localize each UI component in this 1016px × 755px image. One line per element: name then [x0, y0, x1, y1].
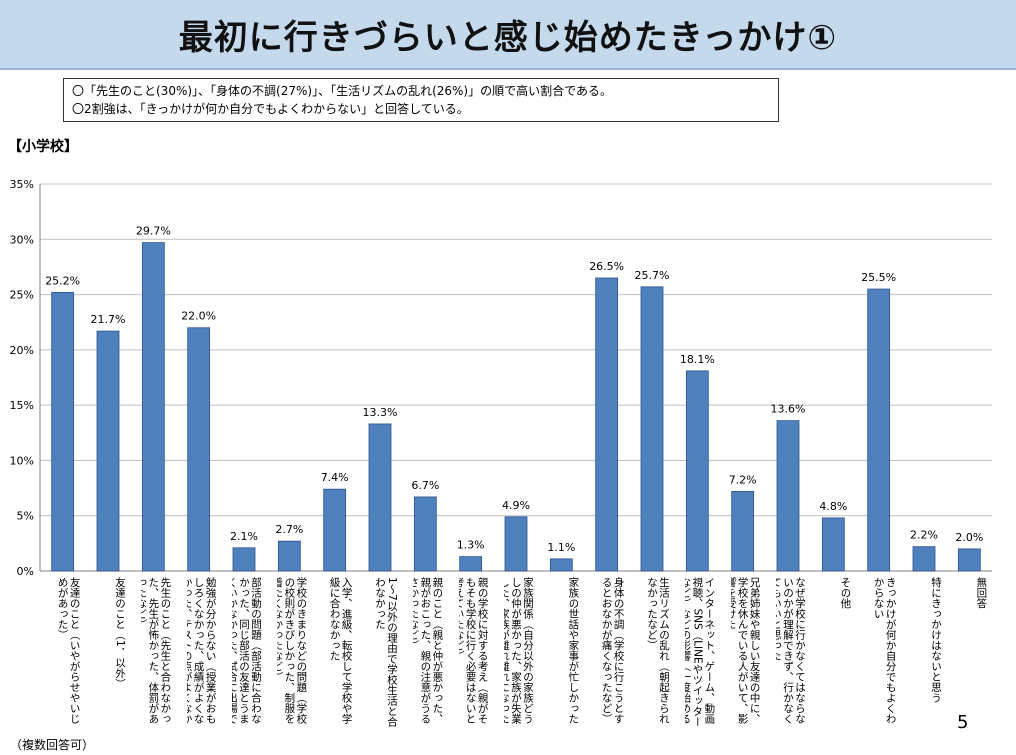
page-title: 最初に行きづらいと感じ始めたきっかけ①: [178, 18, 838, 58]
bar: [187, 327, 211, 572]
bar: [51, 291, 75, 572]
bar: [549, 558, 573, 572]
bar: [776, 420, 800, 572]
summary-line-1: 〇「先生のこと(30%)」、「身体の不調(27%)」、「生活リズムの乱れ(26%…: [72, 84, 612, 98]
summary-line-2: 〇2割強は、「きっかけが何か自分でもよくわからない」と回答している。: [72, 102, 469, 116]
y-tick-label: 15%: [10, 399, 34, 412]
data-label: 25.5%: [861, 271, 896, 284]
x-tick-label: 無回答: [975, 577, 988, 609]
bar: [595, 277, 619, 572]
summary-box: 〇「先生のこと(30%)」、「身体の不調(27%)」、「生活リズムの乱れ(26%…: [63, 78, 779, 122]
x-tick-label: きっかけが何か自分でもよくわからない: [872, 577, 897, 724]
data-label: 21.7%: [91, 313, 126, 326]
bar: [685, 370, 709, 572]
bar: [957, 548, 981, 572]
y-tick-label: 35%: [10, 178, 34, 191]
data-label: 1.3%: [457, 539, 485, 552]
x-tick-label: なぜ学校に行かなくてはならないのかが理解できず、行かなくてもいいと思った: [776, 577, 806, 724]
bar: [232, 547, 256, 572]
data-label: 4.9%: [502, 499, 530, 512]
data-label: 25.7%: [635, 269, 670, 282]
bar: [459, 556, 483, 572]
bar: [413, 496, 437, 572]
data-label: 22.0%: [181, 310, 216, 323]
data-label: 6.7%: [411, 479, 439, 492]
data-label: 7.2%: [729, 473, 757, 486]
bar: [368, 423, 392, 572]
x-tick-label: 身体の不調（学校に行こうとするとおなかが痛くなったなど）: [600, 577, 625, 724]
data-label: 26.5%: [589, 260, 624, 273]
y-tick-label: 20%: [10, 344, 34, 357]
data-label: 29.7%: [136, 225, 171, 238]
data-label: 2.0%: [955, 531, 983, 544]
x-tick-label: その他: [839, 577, 852, 609]
x-tick-label: 家族の世話や家事が忙しかった: [567, 577, 580, 724]
x-tick-label: 生活リズムの乱れ（朝起きられなかったなど）: [646, 577, 670, 724]
bar: [731, 490, 755, 572]
data-label: 2.1%: [230, 530, 258, 543]
x-tick-label: 1～7以外の理由で学校生活と合わなかった: [374, 577, 398, 727]
x-tick-label: 部活動の問題（部活動に合わなかった、同じ部活の友達とうまくいかなかった、試合に出…: [232, 577, 262, 724]
x-tick-label: 兄弟姉妹や親しい友達の中に、学校を休んでいる人がいて、影響を受けた: [730, 577, 761, 724]
data-label: 1.1%: [547, 541, 575, 554]
x-tick-label: 親の学校に対する考え（親がそもそも学校に行く必要はないと考えていたなど）: [458, 577, 489, 724]
data-label: 2.2%: [910, 529, 938, 542]
data-label: 2.7%: [275, 523, 303, 536]
y-tick-label: 30%: [10, 233, 34, 246]
x-tick-label: 入学、進級、転校して学校や学級に合わなかった: [328, 577, 353, 724]
bar: [912, 546, 936, 572]
bar: [640, 286, 664, 572]
y-tick-label: 25%: [10, 289, 34, 302]
data-label: 13.3%: [363, 406, 398, 419]
footnote: （複数回答可）: [10, 738, 95, 752]
x-tick-label: 親のこと（親と仲が悪かった、親がおこった、親の注意がうるさかったなど）: [413, 577, 444, 724]
title-bar: 最初に行きづらいと感じ始めたきっかけ①: [0, 0, 1016, 70]
x-tick-label: 友達のこと（いやがらせやいじめがあった）: [56, 577, 81, 724]
x-tick-label: 学校のきまりなどの問題（学校の校則がきびしかった、制服を着たくなかったなど）: [277, 577, 308, 724]
data-label: 13.6%: [771, 403, 806, 416]
bar: [96, 330, 120, 572]
bar: [504, 516, 528, 572]
page-number: 5: [957, 712, 969, 733]
y-tick-label: 5%: [17, 510, 34, 523]
bar: [867, 288, 891, 572]
bar: [821, 517, 845, 572]
bar: [277, 540, 301, 572]
data-label: 4.8%: [819, 500, 847, 513]
bar: [323, 488, 347, 572]
bar: [141, 242, 165, 572]
x-tick-label: 友達のこと（1．以外）: [114, 577, 126, 689]
data-label: 7.4%: [321, 471, 349, 484]
x-tick-label: 家族関係（自分以外の家族どうしの仲が悪かった、家族が失業した、家族が離れ離れにな…: [504, 577, 534, 724]
data-label: 18.1%: [680, 353, 715, 366]
section-label: 【小学校】: [8, 139, 78, 155]
y-tick-label: 0%: [17, 565, 34, 578]
data-label: 25.2%: [45, 274, 80, 287]
x-tick-label: 先生のこと（先生と合わなかった、先生が怖かった、体罰があったなど）: [141, 577, 172, 724]
y-tick-label: 10%: [10, 454, 34, 467]
x-tick-label: インターネット、ゲーム、動画視聴、SNS（LINEやツイッターなど）などの影響（…: [685, 577, 716, 727]
x-tick-label: 特にきっかけはないと思う: [930, 577, 942, 703]
x-tick-label: 勉強が分からない（授業がおもしろくなかった、成績がよくなかった、テストの点がよく…: [186, 577, 217, 724]
